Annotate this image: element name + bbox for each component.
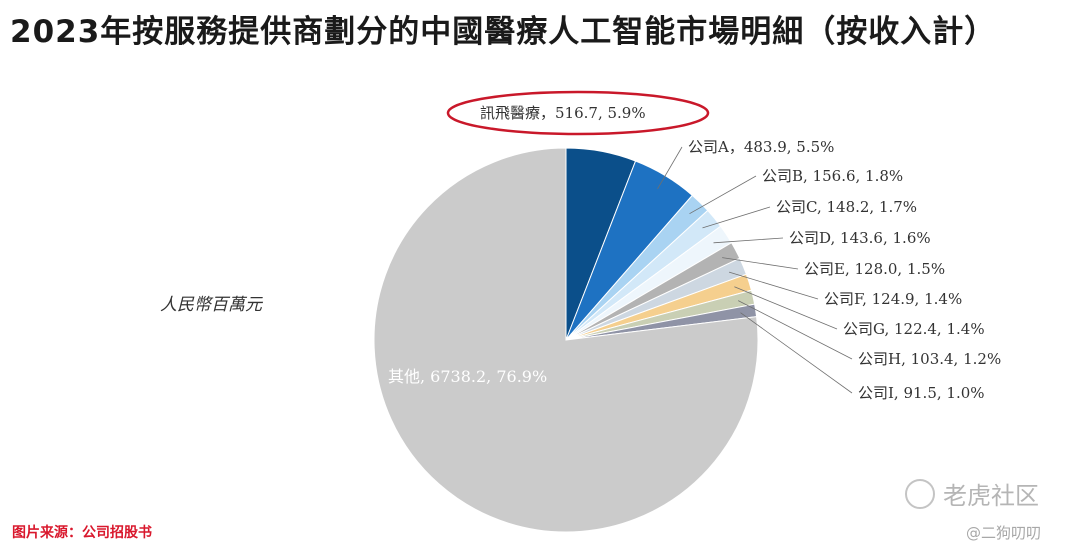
leader-line-5 — [713, 237, 784, 244]
watermark-logo: 老虎社区 — [905, 476, 1039, 511]
leader-line-9 — [738, 300, 853, 360]
leader-line-2 — [657, 146, 683, 190]
pie-slice-11 — [373, 147, 759, 533]
watermark-brand: 老虎社区 — [943, 482, 1039, 510]
highlight-ellipse — [446, 90, 710, 136]
leader-line-6 — [722, 257, 799, 270]
slice-label-11: 其他, 6738.2, 76.9% — [388, 367, 547, 386]
leader-line-3 — [689, 175, 757, 215]
slice-label-9: 公司H, 103.4, 1.2% — [858, 350, 1001, 368]
slice-label-8: 公司G, 122.4, 1.4% — [843, 320, 985, 338]
slice-label-3: 公司B, 156.6, 1.8% — [762, 167, 903, 185]
slice-label-1: 訊飛醫療，516.7, 5.9% — [480, 104, 646, 122]
leader-line-10 — [740, 312, 853, 394]
slice-label-6: 公司E, 128.0, 1.5% — [804, 260, 945, 278]
leader-line-8 — [734, 286, 838, 330]
leader-line-4 — [702, 206, 771, 229]
source-note: 图片来源：公司招股书 — [12, 525, 152, 541]
slice-label-7: 公司F, 124.9, 1.4% — [824, 290, 962, 308]
watermark-logo-icon — [905, 478, 935, 509]
slice-label-2: 公司A，483.9, 5.5% — [688, 138, 834, 156]
leader-line-7 — [728, 271, 819, 300]
chart-title: 2023年按服務提供商劃分的中國醫療人工智能市場明細（按收入計） — [10, 14, 997, 50]
unit-label: 人民幣百萬元 — [160, 295, 262, 315]
slice-label-4: 公司C, 148.2, 1.7% — [776, 198, 917, 216]
watermark-user: @二狗叨叨 — [966, 524, 1042, 542]
slice-label-10: 公司I, 91.5, 1.0% — [858, 384, 985, 402]
slice-label-5: 公司D, 143.6, 1.6% — [789, 229, 931, 247]
